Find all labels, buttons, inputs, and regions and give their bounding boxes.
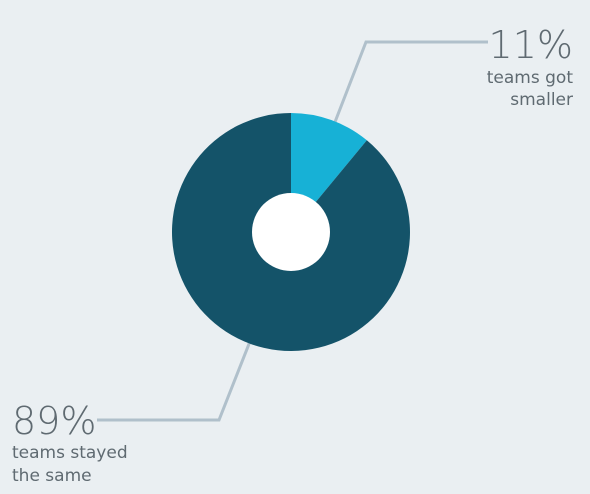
slice-label-smaller-line2: smaller xyxy=(510,90,573,110)
slice-label-smaller-percent: 11% xyxy=(489,23,573,67)
leader-line-smaller xyxy=(321,40,488,154)
slice-label-smaller-line1: teams got xyxy=(487,68,574,88)
slice-label-same-percent: 89% xyxy=(12,399,96,443)
slice-label-same-line1: teams stayed xyxy=(12,443,128,463)
donut-hole xyxy=(252,193,330,271)
leader-line-same xyxy=(97,310,264,422)
slice-label-same-line2: the same xyxy=(12,466,92,486)
